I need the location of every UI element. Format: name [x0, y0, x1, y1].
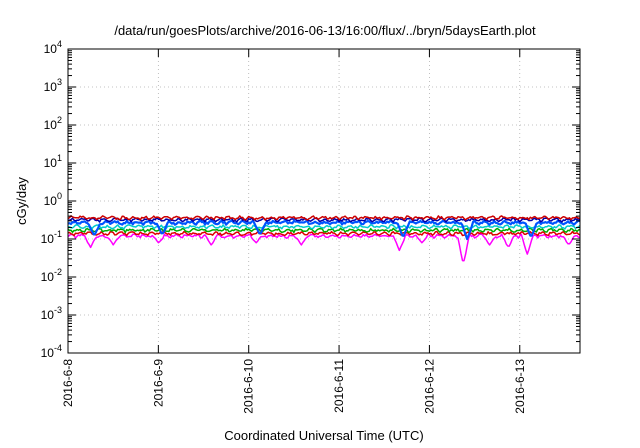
series-line — [67, 233, 581, 262]
grid — [68, 49, 580, 353]
x-tick-label: 2016-6-12 — [422, 359, 436, 414]
y-tick-label: 10-3 — [41, 305, 62, 322]
x-axis-label: Coordinated Universal Time (UTC) — [224, 428, 423, 443]
y-tick-label: 10-1 — [41, 229, 62, 246]
x-tick-label: 2016-6-13 — [513, 359, 527, 414]
y-tick-label: 103 — [44, 77, 62, 94]
y-tick-label: 100 — [44, 191, 62, 208]
y-tick-label: 102 — [44, 115, 62, 132]
series-line — [67, 230, 581, 237]
y-axis-label: cGy/day — [14, 177, 29, 225]
series-line — [67, 215, 581, 221]
series-line — [67, 219, 581, 241]
series-line — [67, 224, 581, 230]
x-tick-label: 2016-6-8 — [61, 359, 75, 407]
y-tick-label: 10-2 — [41, 267, 62, 284]
series-group — [67, 215, 581, 262]
y-tick-label: 101 — [44, 153, 62, 170]
x-tick-label: 2016-6-10 — [242, 359, 256, 414]
x-tick-label: 2016-6-9 — [151, 359, 165, 407]
series-line — [67, 217, 581, 223]
x-axis: 2016-6-8 2016-6-9 2016-6-10 2016-6-11 2016-6… — [61, 49, 527, 414]
y-axis: 10-4 10-3 10-2 10-1 100 101 102 103 104 — [41, 39, 580, 360]
y-tick-label: 104 — [44, 39, 62, 56]
chart-title: /data/run/goesPlots/archive/2016-06-13/1… — [114, 23, 536, 38]
series-line — [67, 227, 581, 234]
y-tick-label: 10-4 — [41, 343, 62, 360]
x-tick-label: 2016-6-11 — [332, 359, 346, 413]
